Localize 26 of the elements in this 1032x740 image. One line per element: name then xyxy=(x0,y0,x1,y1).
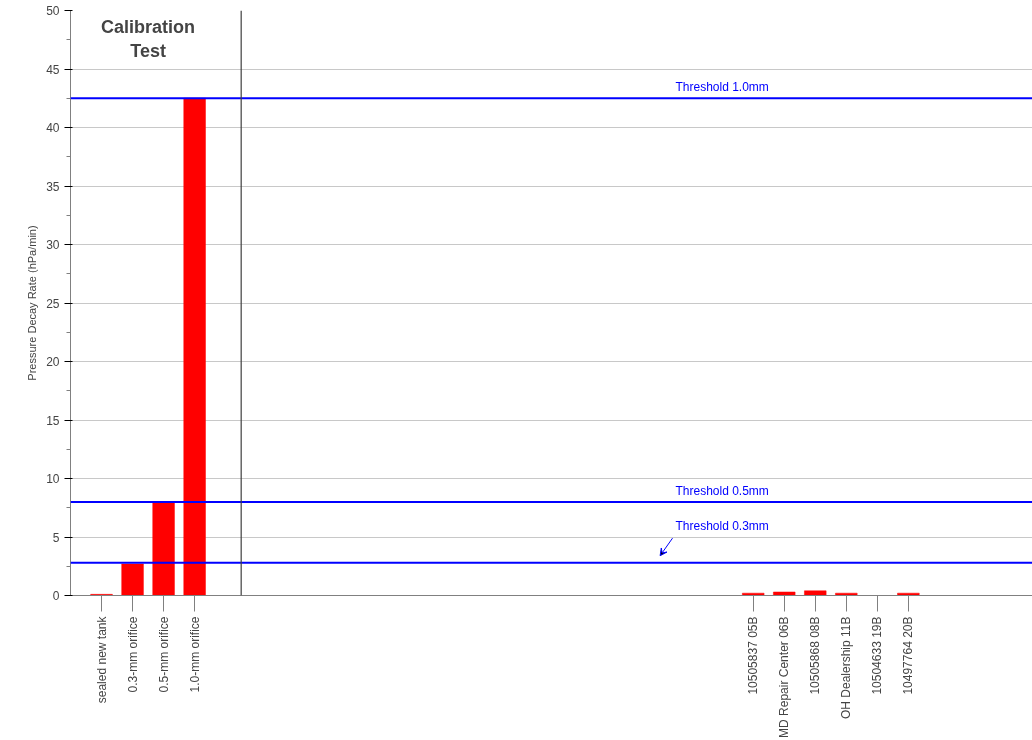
x-tick-label: 0.3-mm orifice xyxy=(125,616,140,693)
x-tick-label: MD Repair Center 06B xyxy=(777,616,792,738)
x-tick-label: sealed new tank xyxy=(94,615,109,704)
x-tick-label: OH Dealership 11B xyxy=(839,616,854,719)
ref-line-label: Threshold 0.5mm xyxy=(675,483,769,498)
x-tick-label: 1.0-mm orifice xyxy=(187,616,202,693)
y-tick-label: 20 xyxy=(46,355,60,369)
y-tick-label: 10 xyxy=(46,472,60,486)
y-axis-title: Pressure Decay Rate (hPa/min) xyxy=(26,225,39,381)
ref-line-label: Threshold 1.0mm xyxy=(675,80,769,95)
x-tick-label: 10504633 19B xyxy=(870,616,885,695)
x-tick-label: 10505868 08B xyxy=(808,616,823,695)
y-tick-label: 0 xyxy=(52,589,60,603)
x-tick-label: 10505837 05B xyxy=(746,616,761,695)
annotation: Calibration Test xyxy=(101,16,196,61)
y-tick-label: 5 xyxy=(52,530,60,545)
y-tick-label: 35 xyxy=(46,179,60,194)
y-tick-label: 40 xyxy=(46,121,60,135)
y-tick-label: 30 xyxy=(46,238,60,252)
x-tick-label: 10497764 20B xyxy=(901,616,916,695)
y-tick-label: 25 xyxy=(46,296,60,311)
y-tick-label: 50 xyxy=(46,4,60,18)
y-tick-label: 15 xyxy=(46,413,60,428)
ref-line-label: Threshold 0.3mm xyxy=(675,518,769,533)
y-tick-label: 45 xyxy=(46,62,60,77)
x-tick-label: 0.5-mm orifice xyxy=(156,616,171,693)
